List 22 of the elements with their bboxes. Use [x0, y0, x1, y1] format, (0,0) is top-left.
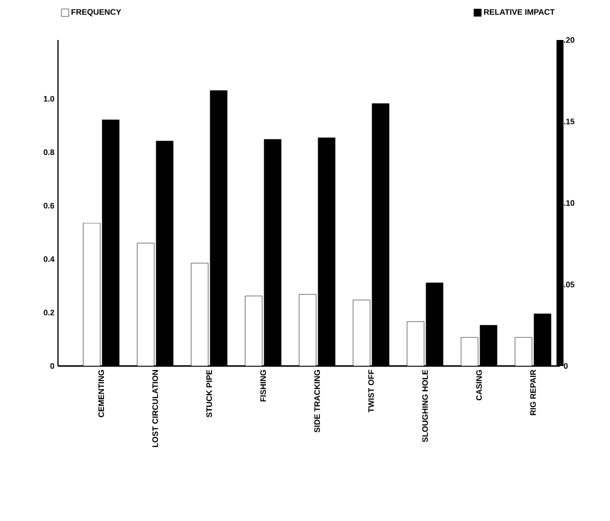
y-tick-label: 0.2 — [44, 310, 54, 316]
x-tick-label: CEMENTING — [98, 370, 104, 418]
y2-tick-label: .05 — [564, 282, 574, 288]
y-tick-label: 1.0 — [44, 96, 54, 102]
x-tick-label: CASING — [476, 370, 482, 400]
x-tick-label: SIDE TRACKING — [314, 370, 320, 432]
x-tick-label: FISHING — [260, 370, 266, 402]
y2-tick-label: 0 — [564, 363, 568, 369]
x-tick-label: RIG REPAIR — [530, 370, 536, 416]
y-tick-label: 0 — [50, 363, 54, 369]
x-tick-label: LOST CIRCULATION — [152, 370, 158, 448]
x-tick-label: STUCK PIPE — [206, 370, 212, 418]
y2-tick-label: .15 — [564, 118, 574, 124]
y2-tick-label: .20 — [564, 37, 574, 43]
y-tick-label: 0.6 — [44, 202, 54, 208]
y2-tick-label: .10 — [564, 200, 574, 206]
y-tick-label: 0.8 — [44, 149, 54, 156]
x-tick-label: TWIST OFF — [368, 370, 374, 413]
legend-label: FREQUENCY — [72, 9, 122, 16]
y-tick-label: 0.4 — [44, 256, 54, 262]
legend-label: RELATIVE IMPACT — [484, 9, 555, 15]
x-tick-label: SLOUGHING HOLE — [422, 370, 428, 442]
